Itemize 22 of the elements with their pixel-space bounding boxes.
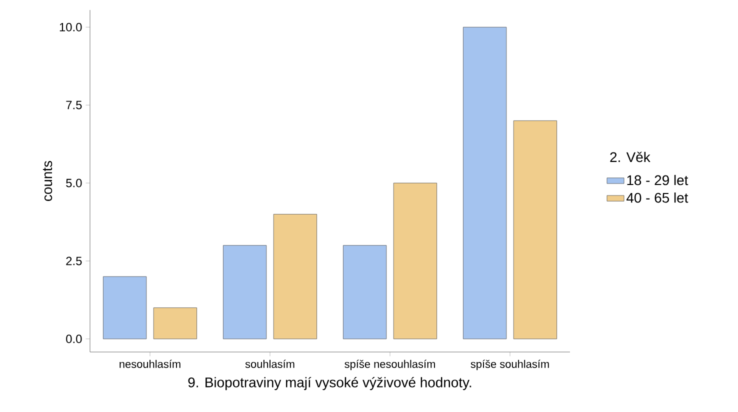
- bar: [223, 245, 267, 340]
- x-axis-title: 9. Biopotraviny mají vysoké výživové hodnoty.: [188, 376, 472, 390]
- bar: [273, 214, 317, 340]
- legend-label: 18 - 29 let: [627, 174, 688, 186]
- bar: [513, 120, 558, 340]
- y-tick-label: 10.0: [60, 22, 82, 32]
- legend-title: 2. Věk: [610, 152, 650, 162]
- y-tick-label: 5.0: [66, 178, 82, 188]
- bar: [103, 276, 147, 340]
- y-axis-title: counts: [42, 160, 52, 201]
- x-tick-label: souhlasím: [245, 360, 294, 368]
- bar: [153, 308, 197, 340]
- x-tick-label: spíše souhlasím: [470, 360, 549, 370]
- x-tick-label: spíše nesouhlasím: [344, 360, 435, 370]
- bar: [463, 26, 507, 340]
- y-tick-label: 7.5: [66, 100, 82, 110]
- y-tick-label: 0.0: [66, 334, 82, 344]
- bar: [393, 182, 438, 340]
- x-tick-label: nesouhlasím: [120, 360, 180, 368]
- legend-label: 40 - 65 let: [626, 192, 688, 203]
- y-tick-label: 2.5: [66, 256, 82, 266]
- bar: [343, 245, 387, 340]
